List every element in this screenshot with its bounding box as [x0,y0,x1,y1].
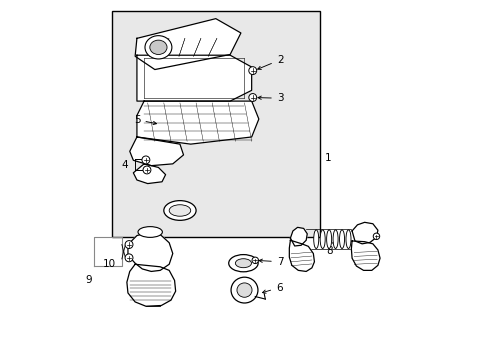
Ellipse shape [237,283,251,297]
Ellipse shape [230,277,258,303]
Bar [112,12,319,237]
Circle shape [125,254,133,262]
Polygon shape [137,55,251,101]
Circle shape [248,67,256,75]
Text: 5: 5 [134,115,156,125]
Circle shape [251,257,258,264]
Circle shape [142,166,151,174]
Polygon shape [289,240,314,271]
Ellipse shape [144,36,171,59]
Text: 8: 8 [326,241,335,256]
Ellipse shape [326,230,331,248]
Text: 6: 6 [262,283,282,293]
Ellipse shape [228,255,258,272]
Polygon shape [126,264,175,306]
Polygon shape [137,101,258,144]
Circle shape [248,94,256,102]
Ellipse shape [138,226,162,237]
Ellipse shape [320,230,325,248]
Ellipse shape [346,230,350,248]
Text: 2: 2 [257,55,283,69]
Circle shape [372,233,379,239]
Polygon shape [351,241,379,270]
Ellipse shape [163,201,196,220]
Ellipse shape [332,230,337,248]
Polygon shape [128,232,172,271]
Text: 9: 9 [85,275,91,285]
Text: 7: 7 [259,257,283,267]
Polygon shape [351,222,377,244]
Ellipse shape [235,259,251,268]
Ellipse shape [339,230,344,248]
Polygon shape [133,164,165,184]
Circle shape [142,156,149,164]
Polygon shape [290,227,306,246]
Text: 3: 3 [258,93,283,103]
Ellipse shape [313,230,318,248]
Circle shape [125,240,133,248]
Polygon shape [129,137,183,166]
Ellipse shape [169,205,190,216]
Polygon shape [135,19,241,69]
Ellipse shape [149,40,167,54]
Text: 10: 10 [102,259,116,269]
Text: 1: 1 [325,153,331,163]
Text: 4: 4 [121,160,128,170]
